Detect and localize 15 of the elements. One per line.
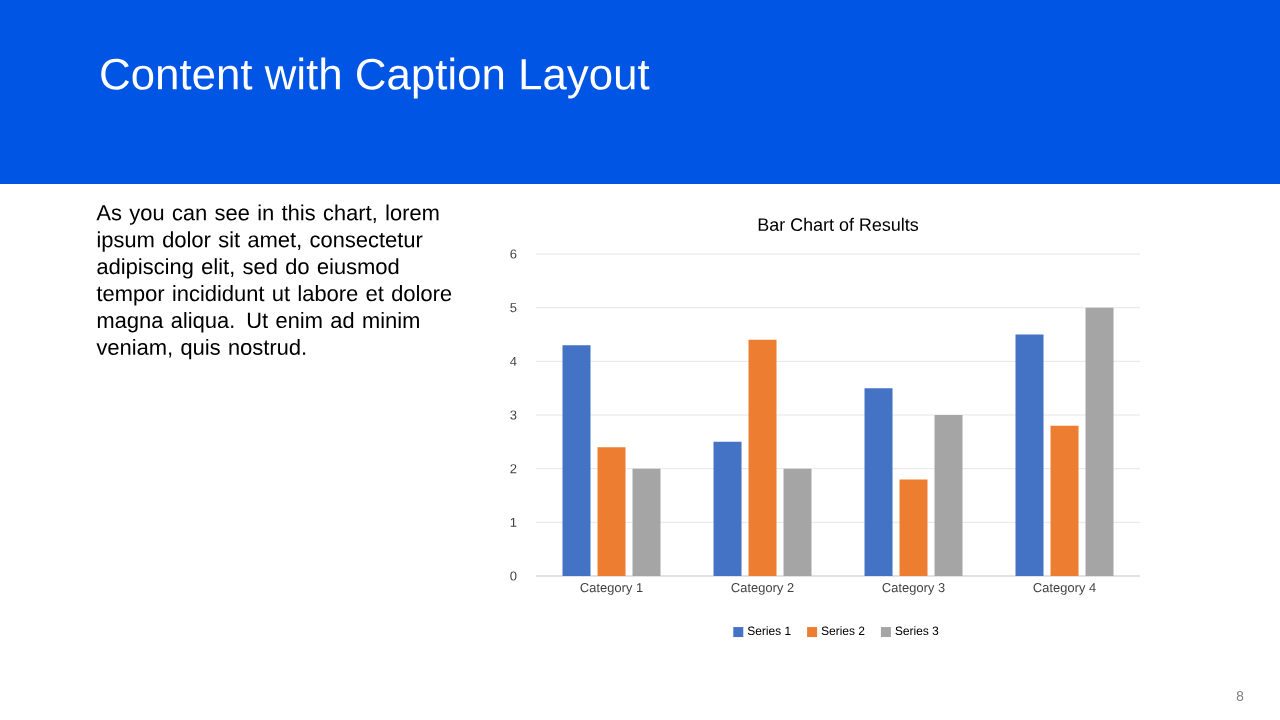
bar (1050, 425, 1079, 576)
text: As you can see in this chart, lorem ipsum dolor sit amet, consectetur adipiscing elit, sed do eiusmod tempor incididunt ut labore et dolore magna aliqua. Ut enim ad minim veniam, quis nostrud. (96, 204, 452, 360)
bar (899, 479, 928, 576)
bar (748, 339, 777, 576)
bar (597, 447, 626, 576)
chart-title: Content with Caption Layout (101, 57, 650, 99)
bar (783, 468, 812, 576)
bar (562, 345, 591, 576)
bar (1015, 334, 1044, 576)
bar (864, 388, 893, 576)
bar (934, 415, 963, 576)
bar (713, 441, 742, 576)
chart-subtitle: Bar Chart of Results (758, 217, 919, 232)
bar (1085, 307, 1114, 576)
bar (632, 468, 661, 576)
